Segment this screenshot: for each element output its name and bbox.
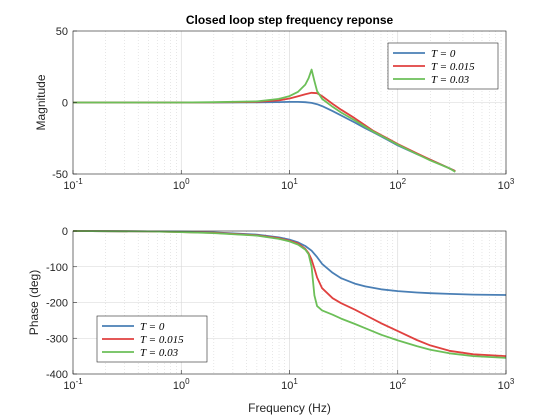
magnitude-series-line-2	[73, 68, 456, 173]
x-tick-label: 101	[281, 377, 298, 392]
y-tick-label: -50	[52, 169, 68, 181]
magnitude-ticks: 10-1 100 101 102 103 50 0 -50	[52, 26, 515, 192]
x-axis-label: Frequency (Hz)	[248, 401, 331, 415]
legend-entry: T = 0	[431, 48, 456, 60]
y-tick-label: 50	[56, 26, 68, 38]
x-tick-label: 100	[173, 177, 190, 192]
x-tick-label: 10-1	[63, 177, 83, 192]
y-tick-label: -100	[46, 262, 68, 274]
y-tick-label: 0	[62, 226, 68, 238]
legend-entry: T = 0.015	[140, 334, 184, 346]
x-tick-label: 10-1	[63, 377, 83, 392]
y-tick-label: -300	[46, 333, 68, 345]
legend-entry: T = 0	[140, 321, 165, 333]
phase-ticks: 10-1 100 101 102 103 0 -100 -200 -300 -400	[46, 226, 515, 392]
x-tick-label: 100	[173, 377, 190, 392]
legend-entry: T = 0.015	[431, 61, 475, 73]
phase-plot: 10-1 100 101 102 103 0 -100 -200 -300 -400 Freque…	[27, 226, 515, 415]
phase-series	[72, 230, 507, 359]
phase-y-axis-label: Phase (deg)	[27, 270, 41, 335]
x-tick-label: 102	[389, 377, 406, 392]
phase-series-line-2	[72, 230, 507, 359]
magnitude-plot: 10-1 100 101 102 103 50 0 -50 Closed loop step …	[34, 13, 515, 192]
x-tick-label: 102	[389, 177, 406, 192]
magnitude-series	[73, 68, 456, 173]
y-tick-label: -400	[46, 369, 68, 381]
x-tick-label: 103	[498, 377, 515, 392]
legend-entry: T = 0.03	[140, 347, 179, 359]
x-tick-label: 101	[281, 177, 298, 192]
x-tick-label: 103	[498, 177, 515, 192]
legend-entry: T = 0.03	[431, 74, 470, 86]
chart-title: Closed loop step frequency reponse	[186, 13, 394, 27]
magnitude-y-axis-label: Magnitude	[34, 74, 48, 130]
y-tick-label: 0	[62, 98, 68, 110]
y-tick-label: -200	[46, 298, 68, 310]
